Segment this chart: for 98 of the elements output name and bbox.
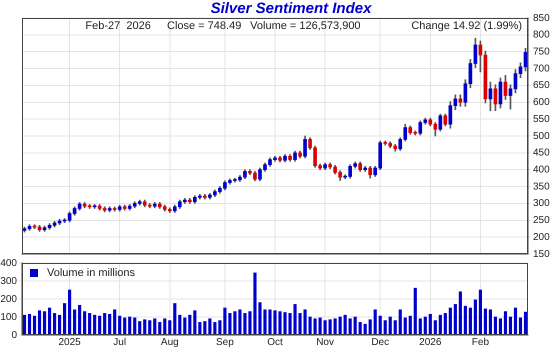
bar [83,311,86,335]
bar [88,313,92,335]
x-tick-label: Nov [316,336,334,348]
y-tick-label: 300 [0,276,18,287]
bar [458,291,462,335]
bar [68,290,72,335]
bar [93,314,96,335]
bar [78,304,82,335]
bar [58,314,62,335]
y-tick-label: 400 [533,164,550,176]
bar [278,311,282,335]
y-tick-label: 700 [533,63,550,74]
bar [498,318,502,335]
x-tick-label: 2025 [58,336,82,348]
x-tick-label: Jul [113,336,126,348]
bar [253,272,257,335]
bar [268,309,272,335]
bar [258,302,262,335]
bar [504,311,508,335]
bar [52,313,56,335]
bar [233,311,236,335]
y-tick-label: 500 [533,130,550,142]
y-tick-label: 850 [533,12,550,24]
bar [48,308,52,335]
bar [514,308,518,335]
bar [314,318,317,335]
bar [38,310,42,335]
bar [334,318,337,335]
bar [293,304,297,335]
bar [448,308,452,335]
y-tick-label: 350 [533,181,550,192]
annotation: Change 14.92 (1.99%) [411,20,522,32]
bar [228,313,232,335]
y-tick-label: 100 [0,312,18,323]
bar [474,300,477,335]
y-tick-label: 450 [533,148,550,159]
bar [263,309,267,335]
y-tick-label: 150 [533,248,550,260]
annotation: Close = 748.49 [167,20,242,32]
bar [454,304,457,335]
x-tick-label: Dec [371,336,390,348]
y-tick-label: 200 [0,294,18,305]
y-tick-label: 800 [533,30,550,41]
bar [494,316,498,335]
bar [444,313,447,335]
y-tick-label: 750 [533,46,550,58]
bar [98,316,102,335]
bar [42,311,46,335]
bar [518,318,522,335]
bar [203,321,206,335]
bar [298,313,302,335]
y-tick-label: 600 [533,97,550,108]
bar [464,306,467,335]
legend-label: Volume in millions [47,267,136,280]
y-tick-label: 400 [0,258,18,269]
bar [468,308,472,335]
bar [193,310,196,335]
bar [318,318,322,335]
bar [188,314,192,335]
bar [273,310,277,335]
bar [103,313,106,335]
bar [484,308,487,335]
bar [283,312,287,335]
bar [28,314,32,335]
y-tick-label: 550 [533,114,550,125]
bar [22,314,26,335]
bar [308,316,312,335]
bar [243,313,247,335]
bar [223,308,226,335]
x-tick-label: Aug [160,336,179,348]
chart-title: Silver Sentiment Index [210,0,372,18]
y-tick-label: 650 [533,80,550,92]
bar [344,314,347,335]
bar [303,309,307,335]
x-tick-label: 2026 [419,336,442,348]
y-tick-label: 250 [533,215,550,226]
bar [488,309,492,335]
x-tick-label: Sep [216,336,234,348]
annotation: Feb-27 2026 [85,20,151,32]
bar [354,316,357,335]
annotation: Volume = 126,573,900 [250,20,361,32]
x-tick-label: Oct [267,336,283,348]
bar [524,312,528,335]
y-tick-label: 200 [533,232,550,243]
bar [73,309,76,335]
bar [288,313,292,335]
bar [238,309,242,335]
bar [348,318,352,335]
bar [508,316,512,335]
bar [478,290,482,335]
x-tick-label: Feb [472,336,490,348]
bar [248,311,252,335]
bar [32,316,36,335]
bar [208,318,212,335]
y-tick-label: 0 [11,330,18,341]
y-tick-label: 300 [533,198,550,210]
bar [338,316,342,335]
bar [63,303,66,335]
